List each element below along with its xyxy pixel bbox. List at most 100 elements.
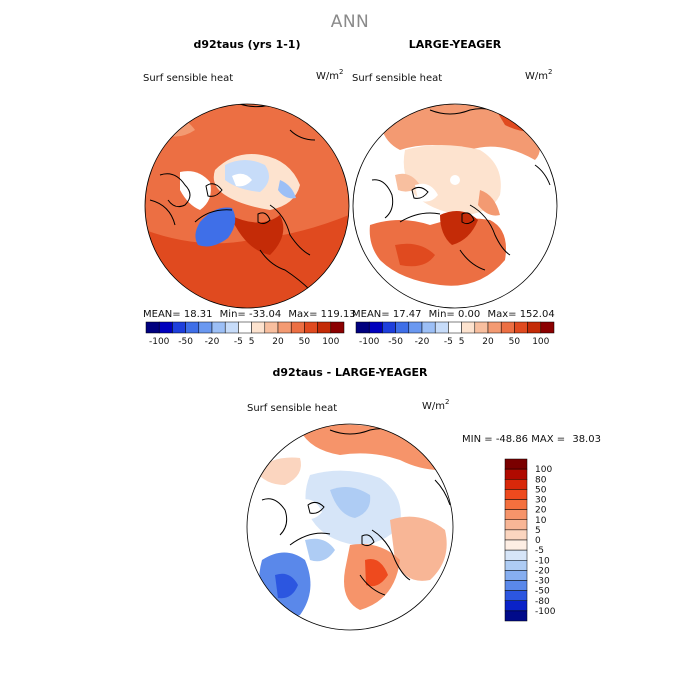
legend-level-label: -30	[535, 577, 550, 587]
colorbar-swatch	[317, 321, 332, 334]
panel-title-model: d92taus (yrs 1-1)	[194, 38, 301, 51]
variable-label-diff: Surf sensible heat	[247, 403, 337, 414]
colorbar-swatch	[527, 321, 542, 334]
colorbar-swatch	[264, 321, 279, 334]
colorbar-swatch	[408, 321, 423, 334]
colorbar-swatch	[434, 321, 449, 334]
colorbar-swatch	[158, 321, 173, 334]
legend-swatch	[504, 560, 528, 571]
colorbar-swatch	[355, 321, 370, 334]
colorbar-tick-label: 50	[509, 337, 521, 347]
legend-swatch	[504, 570, 528, 581]
colorbar-swatch	[290, 321, 305, 334]
units-label-diff: W/m2	[422, 398, 449, 412]
colorbar-swatch	[514, 321, 528, 334]
legend-level-label: 30	[535, 496, 547, 506]
colorbar-tick-label: -50	[388, 337, 403, 347]
legend-swatch	[504, 489, 528, 500]
colorbar-swatch	[304, 321, 318, 334]
colorbar-swatch	[198, 321, 213, 334]
colorbar-obs: -100 -50 -20 -5 5 20 50 100	[355, 321, 555, 347]
legend-level-label: 80	[535, 475, 547, 485]
legend-level-label: 0	[535, 536, 541, 546]
stats-obs: MEAN= 17.47 Min= 0.00 Max= 152.04	[352, 309, 555, 320]
variable-label-model: Surf sensible heat	[143, 73, 233, 84]
main-title: ANN	[331, 12, 370, 32]
legend-swatch	[504, 519, 528, 531]
colorbar-swatch	[540, 321, 555, 334]
colorbar-tick-label: 100	[322, 337, 339, 347]
colorbar-tick-label: -50	[178, 337, 193, 347]
colorbar-swatch	[238, 321, 252, 334]
panel-diff: d92taus - LARGE-YEAGER Surf sensible hea…	[246, 366, 601, 631]
legend-level-label: -5	[535, 546, 544, 556]
colorbar-swatch	[330, 321, 345, 334]
colorbar-swatch	[395, 321, 410, 334]
colorbar-tick-label: -100	[149, 337, 170, 347]
colorbar-swatch	[211, 321, 226, 334]
colorbar-swatch	[461, 321, 476, 334]
legend-swatch	[504, 590, 528, 601]
legend-swatch	[504, 580, 528, 591]
legend-level-label: 10	[535, 516, 547, 526]
colorbar-tick-label: 5	[459, 337, 465, 347]
map-diff	[247, 424, 453, 630]
colorbar-tick-label: 5	[249, 337, 255, 347]
legend-level-label: 5	[535, 526, 541, 536]
colorbar-swatch	[448, 321, 462, 334]
stats-model: MEAN= 18.31 Min= -33.04 Max= 119.13	[143, 309, 356, 320]
legend-swatch	[504, 479, 528, 490]
colorbar-tick-label: -5	[444, 337, 453, 347]
colorbar-swatch	[500, 321, 515, 334]
colorbar-tick-label: 50	[299, 337, 311, 347]
colorbar-swatch	[251, 321, 266, 334]
colorbar-tick-label: -20	[415, 337, 430, 347]
minmax-diff: MIN = -48.86 MAX = 38.03	[462, 434, 601, 445]
colorbar-swatch	[421, 321, 436, 334]
legend-swatch	[504, 610, 528, 622]
legend-level-label: 100	[535, 465, 552, 475]
colorbar-swatch	[487, 321, 502, 334]
legend-swatch	[504, 509, 528, 520]
colorbar-swatch	[368, 321, 383, 334]
colorbar-swatch	[382, 321, 396, 334]
legend-swatch	[504, 458, 528, 470]
colorbar-swatch	[172, 321, 186, 334]
legend-level-label: -20	[535, 566, 550, 576]
colorbar-tick-label: -5	[234, 337, 243, 347]
colorbar-tick-label: 20	[482, 337, 494, 347]
legend-swatch	[504, 499, 528, 510]
legend-swatch	[504, 529, 528, 541]
colorbar-tick-label: 20	[272, 337, 284, 347]
panel-title-diff: d92taus - LARGE-YEAGER	[273, 366, 428, 379]
legend-level-label: -100	[535, 607, 556, 617]
legend-level-label: -10	[535, 556, 550, 566]
legend-level-label: -80	[535, 597, 550, 607]
legend-swatch	[504, 600, 528, 612]
colorbar-swatch	[224, 321, 239, 334]
panel-obs: LARGE-YEAGER Surf sensible heat W/m2 MEA…	[352, 38, 558, 347]
legend-level-label: 20	[535, 506, 547, 516]
map-obs	[353, 104, 557, 308]
legend-swatch	[504, 549, 528, 561]
legend-level-label: 50	[535, 485, 547, 495]
colorbar-swatch	[474, 321, 489, 334]
map-model	[145, 104, 349, 308]
units-label-obs: W/m2	[525, 68, 552, 82]
units-label-model: W/m2	[316, 68, 343, 82]
legend-swatch	[504, 539, 528, 551]
colorbar-swatch	[277, 321, 292, 334]
panel-model: d92taus (yrs 1-1) Surf sensible heat W/m…	[143, 38, 356, 347]
panel-title-obs: LARGE-YEAGER	[409, 38, 502, 51]
colorbar-swatch	[185, 321, 200, 334]
legend-level-label: -50	[535, 587, 550, 597]
legend-swatch	[504, 468, 528, 480]
colorbar-tick-label: -100	[359, 337, 380, 347]
colorbar-tick-label: -20	[205, 337, 220, 347]
colorbar-tick-label: 100	[532, 337, 549, 347]
colorbar-model: -100 -50 -20 -5 5 20 50 100	[145, 321, 345, 347]
variable-label-obs: Surf sensible heat	[352, 73, 442, 84]
